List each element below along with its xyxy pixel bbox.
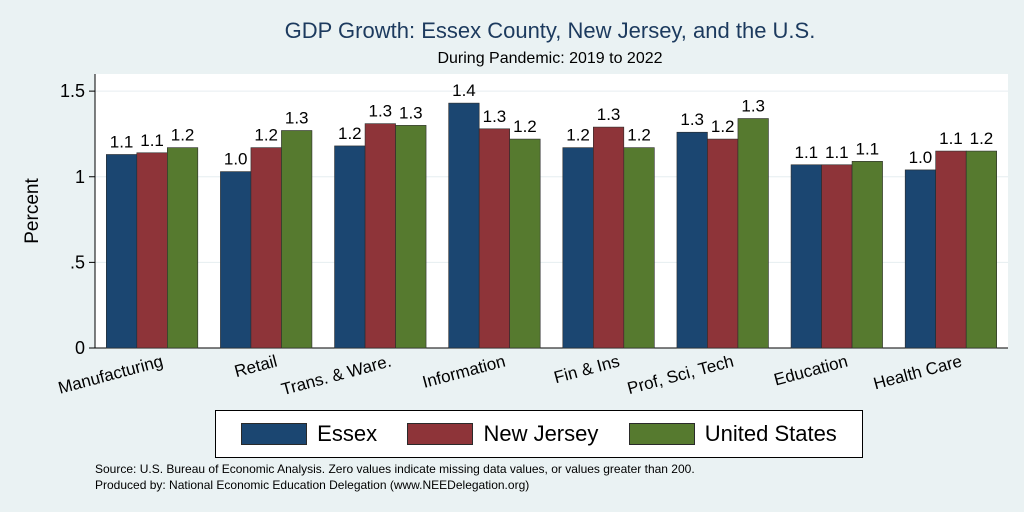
bar — [707, 138, 739, 349]
data-label: 1.1 — [794, 143, 818, 162]
data-label: 1.0 — [909, 148, 933, 167]
bar — [509, 138, 541, 349]
data-label: 1.2 — [513, 117, 537, 136]
legend-label-essex: Essex — [317, 421, 378, 446]
legend-item-essex: Essex — [241, 421, 377, 447]
legend-item-united-states: United States — [628, 421, 837, 447]
data-label: 1.0 — [224, 150, 248, 169]
data-label: 1.3 — [285, 109, 309, 128]
bar — [167, 147, 199, 349]
data-label: 1.1 — [939, 129, 963, 148]
bar — [821, 164, 853, 349]
legend-item-new-jersey: New Jersey — [407, 421, 598, 447]
bar — [478, 128, 510, 349]
data-label: 1.2 — [566, 126, 590, 145]
y-axis-label: Percent — [22, 178, 43, 244]
bar-chart: 0 .5 1 1.5 Percent 1.1 1.1 1.2 Manufacturing 1.0 1… — [22, 74, 1008, 400]
legend-swatch-united-states — [628, 423, 695, 445]
produced-by-note: Produced by: National Economic Education… — [95, 478, 530, 492]
bar — [281, 130, 313, 349]
x-tick-label: Manufacturing — [56, 352, 165, 398]
data-label: 1.3 — [483, 107, 507, 126]
data-label: 1.2 — [970, 129, 994, 148]
bar — [106, 154, 138, 349]
bar — [593, 126, 625, 349]
data-label: 1.2 — [627, 126, 651, 145]
bar — [737, 118, 769, 349]
data-label: 1.3 — [368, 102, 392, 121]
bar — [220, 171, 252, 349]
legend-label-united-states: United States — [704, 421, 837, 446]
legend-label-new-jersey: New Jersey — [483, 421, 599, 446]
data-label: 1.2 — [338, 124, 362, 143]
data-label: 1.3 — [597, 105, 621, 124]
bar — [448, 102, 480, 349]
y-tick-label: .5 — [70, 252, 85, 272]
data-label: 1.4 — [452, 81, 476, 100]
data-label: 1.2 — [711, 117, 735, 136]
bar — [364, 123, 396, 349]
x-tick-label: Trans. & Ware. — [279, 352, 393, 400]
data-label: 1.3 — [680, 110, 704, 129]
chart-title: GDP Growth: Essex County, New Jersey, an… — [284, 18, 816, 43]
y-tick-label: 0 — [75, 338, 85, 358]
legend-swatch-new-jersey — [407, 423, 474, 445]
data-label: 1.1 — [140, 131, 164, 150]
y-tick-label: 1 — [75, 167, 85, 187]
x-tick-label: Education — [772, 352, 850, 390]
data-label: 1.1 — [110, 132, 134, 151]
bar — [935, 150, 967, 349]
x-tick-label: Retail — [232, 352, 279, 382]
chart-subtitle: During Pandemic: 2019 to 2022 — [437, 50, 663, 67]
bar — [562, 147, 594, 349]
data-label: 1.3 — [399, 103, 423, 122]
bar — [395, 125, 427, 349]
bar — [250, 147, 282, 349]
source-note: Source: U.S. Bureau of Economic Analysis… — [95, 462, 695, 476]
x-tick-label: Fin & Ins — [552, 352, 622, 388]
x-tick-label: Prof, Sci, Tech — [625, 352, 735, 399]
x-tick-label: Health Care — [871, 352, 964, 394]
bar — [965, 150, 997, 349]
bar — [334, 145, 366, 349]
bar — [904, 169, 936, 349]
data-label: 1.1 — [855, 139, 879, 158]
data-label: 1.1 — [825, 143, 849, 162]
bar — [851, 161, 883, 349]
bar — [790, 164, 822, 349]
data-label: 1.2 — [171, 126, 195, 145]
bar — [623, 147, 655, 349]
data-label: 1.3 — [741, 97, 765, 116]
bar — [136, 152, 168, 349]
legend: Essex New Jersey United States — [215, 410, 863, 458]
x-tick-label: Information — [420, 352, 507, 392]
y-tick-label: 1.5 — [60, 81, 85, 101]
bar — [676, 131, 708, 349]
data-label: 1.2 — [254, 126, 278, 145]
legend-swatch-essex — [241, 423, 308, 445]
